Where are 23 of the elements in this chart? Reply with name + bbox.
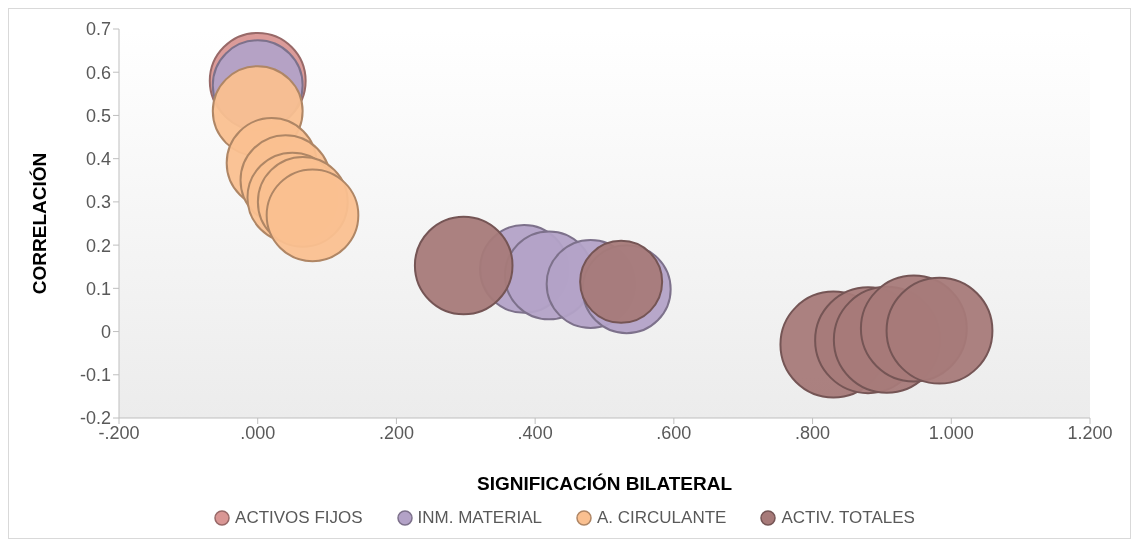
legend-label: A. CIRCULANTE [596, 508, 727, 528]
y-tick-label: 0.5 [85, 105, 111, 126]
y-tick-label: 0.7 [85, 19, 111, 40]
y-tick-label: 0.6 [85, 62, 111, 83]
x-tick-label: 1.200 [1067, 422, 1113, 443]
y-tick-label: 0.3 [85, 192, 111, 213]
y-tick-label: -0.2 [79, 408, 111, 429]
x-tick-label: .200 [378, 422, 414, 443]
y-tick-label: -0.1 [79, 365, 111, 386]
y-axis-title: CORRELACIÓN [28, 152, 50, 295]
x-tick-label: .000 [240, 422, 276, 443]
legend-label: ACTIVOS FIJOS [235, 508, 363, 528]
legend-label: INM. MATERIAL [417, 508, 542, 528]
y-tick-label: 0.4 [85, 149, 111, 170]
x-tick-label: .800 [795, 422, 831, 443]
legend-label: ACTIV. TOTALES [781, 508, 915, 528]
x-tick-label: .600 [656, 422, 692, 443]
y-tick-label: 0.1 [85, 278, 111, 299]
x-tick-label: 1.000 [928, 422, 974, 443]
y-tick-label: 0.2 [85, 235, 111, 256]
x-tick-label: .400 [517, 422, 553, 443]
y-tick-label: 0 [100, 321, 111, 342]
x-axis-title: SIGNIFICACIÓN BILATERAL [476, 473, 733, 494]
